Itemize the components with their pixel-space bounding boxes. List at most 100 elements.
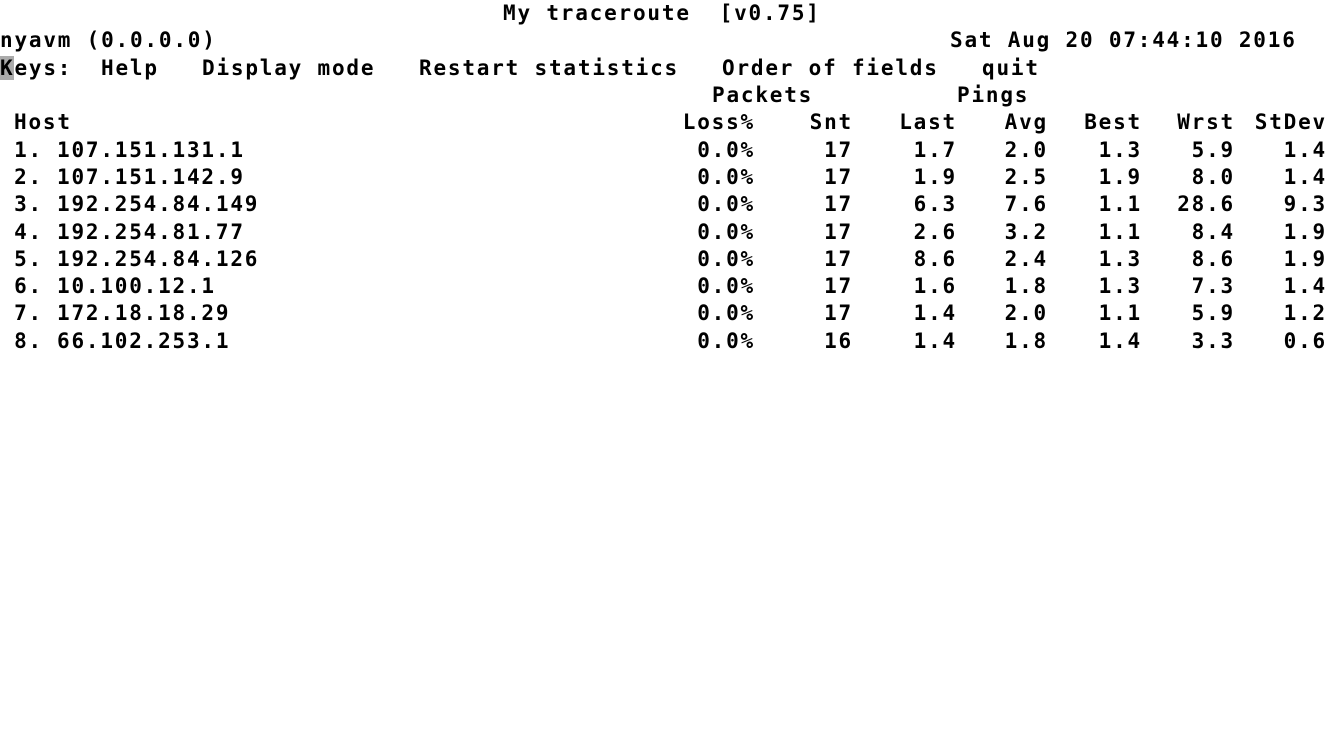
column-header-best: Best <box>1084 110 1142 134</box>
hop-avg: 7.6 <box>1004 192 1048 216</box>
hop-wrst: 28.6 <box>1177 192 1235 216</box>
hop-avg: 1.8 <box>1004 274 1048 298</box>
hop-avg: 2.4 <box>1004 247 1048 271</box>
hop-stdev: 1.4 <box>1283 274 1327 298</box>
hop-best: 1.4 <box>1098 329 1142 353</box>
hop-stdev: 1.4 <box>1283 138 1327 162</box>
hop-best: 1.1 <box>1098 220 1142 244</box>
hop-number: 7. <box>14 301 43 325</box>
hop-last: 1.6 <box>913 274 957 298</box>
table-row: 5. 192.254.84.126 0.0% 17 8.6 2.4 1.3 8.… <box>0 246 1334 273</box>
menu-item-help[interactable]: Help <box>101 56 159 80</box>
local-hostname: nyavm (0.0.0.0) <box>0 28 217 52</box>
hop-number: 5. <box>14 247 43 271</box>
hop-loss: 0.0% <box>697 301 755 325</box>
table-row: 4. 192.254.81.77 0.0% 17 2.6 3.2 1.1 8.4… <box>0 219 1334 246</box>
hop-host: 107.151.142.9 <box>57 165 245 189</box>
hop-number: 3. <box>14 192 43 216</box>
table-row: 8. 66.102.253.1 0.0% 16 1.4 1.8 1.4 3.3 … <box>0 328 1334 355</box>
hop-last: 1.9 <box>913 165 957 189</box>
hop-last: 8.6 <box>913 247 957 271</box>
group-header-line: Packets Pings <box>0 82 1334 109</box>
hop-wrst: 8.0 <box>1191 165 1235 189</box>
hop-host: 172.18.18.29 <box>57 301 231 325</box>
menu-item-quit[interactable]: quit <box>982 56 1040 80</box>
hop-last: 6.3 <box>913 192 957 216</box>
app-title: My traceroute [v0.75] <box>503 1 821 25</box>
hop-best: 1.9 <box>1098 165 1142 189</box>
hop-loss: 0.0% <box>697 138 755 162</box>
hop-loss: 0.0% <box>697 274 755 298</box>
hop-snt: 16 <box>824 329 853 353</box>
status-line: nyavm (0.0.0.0) Sat Aug 20 07:44:10 2016 <box>0 27 1334 54</box>
hop-last: 1.7 <box>913 138 957 162</box>
hop-avg: 3.2 <box>1004 220 1048 244</box>
menu-item-order-of-fields[interactable]: Order of fields <box>722 56 939 80</box>
hop-host: 66.102.253.1 <box>57 329 231 353</box>
hop-host: 192.254.84.149 <box>57 192 260 216</box>
column-header-wrst: Wrst <box>1177 110 1235 134</box>
hop-avg: 2.0 <box>1004 138 1048 162</box>
hop-best: 1.3 <box>1098 138 1142 162</box>
hop-loss: 0.0% <box>697 329 755 353</box>
hop-best: 1.3 <box>1098 247 1142 271</box>
hop-avg: 2.0 <box>1004 301 1048 325</box>
hop-number: 6. <box>14 274 43 298</box>
title-line: My traceroute [v0.75] <box>0 0 1334 27</box>
hop-host: 107.151.131.1 <box>57 138 245 162</box>
hop-host: 10.100.12.1 <box>57 274 216 298</box>
hop-wrst: 5.9 <box>1191 138 1235 162</box>
hop-snt: 17 <box>824 165 853 189</box>
column-header-avg: Avg <box>1004 110 1048 134</box>
hop-loss: 0.0% <box>697 165 755 189</box>
hop-snt: 17 <box>824 301 853 325</box>
hop-stdev: 1.9 <box>1283 247 1327 271</box>
hop-avg: 1.8 <box>1004 329 1048 353</box>
hop-number: 4. <box>14 220 43 244</box>
hop-last: 1.4 <box>913 301 957 325</box>
keys-label: Keys: <box>0 55 72 82</box>
table-row: 1. 107.151.131.1 0.0% 17 1.7 2.0 1.3 5.9… <box>0 137 1334 164</box>
hop-loss: 0.0% <box>697 192 755 216</box>
hop-loss: 0.0% <box>697 220 755 244</box>
hop-wrst: 3.3 <box>1191 329 1235 353</box>
menu-item-restart-statistics[interactable]: Restart statistics <box>419 56 679 80</box>
hop-stdev: 1.4 <box>1283 165 1327 189</box>
hop-best: 1.3 <box>1098 274 1142 298</box>
group-header-packets: Packets <box>712 83 814 107</box>
table-row: 2. 107.151.142.9 0.0% 17 1.9 2.5 1.9 8.0… <box>0 164 1334 191</box>
hop-number: 1. <box>14 138 43 162</box>
column-header-host: Host <box>14 110 72 134</box>
column-header-snt: Snt <box>809 110 853 134</box>
table-row: 3. 192.254.84.149 0.0% 17 6.3 7.6 1.1 28… <box>0 191 1334 218</box>
hop-snt: 17 <box>824 220 853 244</box>
hop-stdev: 1.2 <box>1283 301 1327 325</box>
keys-label-rest: eys: <box>14 56 73 80</box>
hop-stdev: 0.6 <box>1283 329 1327 353</box>
hop-snt: 17 <box>824 247 853 271</box>
terminal-cursor: K <box>0 56 15 80</box>
hop-number: 8. <box>14 329 43 353</box>
table-row: 6. 10.100.12.1 0.0% 17 1.6 1.8 1.3 7.3 1… <box>0 273 1334 300</box>
column-header-loss: Loss% <box>682 110 755 134</box>
menu-item-display-mode[interactable]: Display mode <box>202 56 376 80</box>
hop-snt: 17 <box>824 274 853 298</box>
hop-number: 2. <box>14 165 43 189</box>
column-header-stdev: StDev <box>1254 110 1327 134</box>
hop-wrst: 7.3 <box>1191 274 1235 298</box>
column-header-line: Host Loss% Snt Last Avg Best Wrst StDev <box>0 109 1334 136</box>
hop-stdev: 9.3 <box>1283 192 1327 216</box>
hop-snt: 17 <box>824 192 853 216</box>
table-row: 7. 172.18.18.29 0.0% 17 1.4 2.0 1.1 5.9 … <box>0 300 1334 327</box>
datetime: Sat Aug 20 07:44:10 2016 <box>950 28 1297 52</box>
hop-avg: 2.5 <box>1004 165 1048 189</box>
keys-menu: Keys: Help Display mode Restart statisti… <box>0 55 1334 82</box>
hop-host: 192.254.81.77 <box>57 220 245 244</box>
hop-snt: 17 <box>824 138 853 162</box>
hop-best: 1.1 <box>1098 301 1142 325</box>
column-header-last: Last <box>899 110 957 134</box>
group-header-pings: Pings <box>957 83 1030 107</box>
hop-last: 1.4 <box>913 329 957 353</box>
hop-wrst: 8.4 <box>1191 220 1235 244</box>
